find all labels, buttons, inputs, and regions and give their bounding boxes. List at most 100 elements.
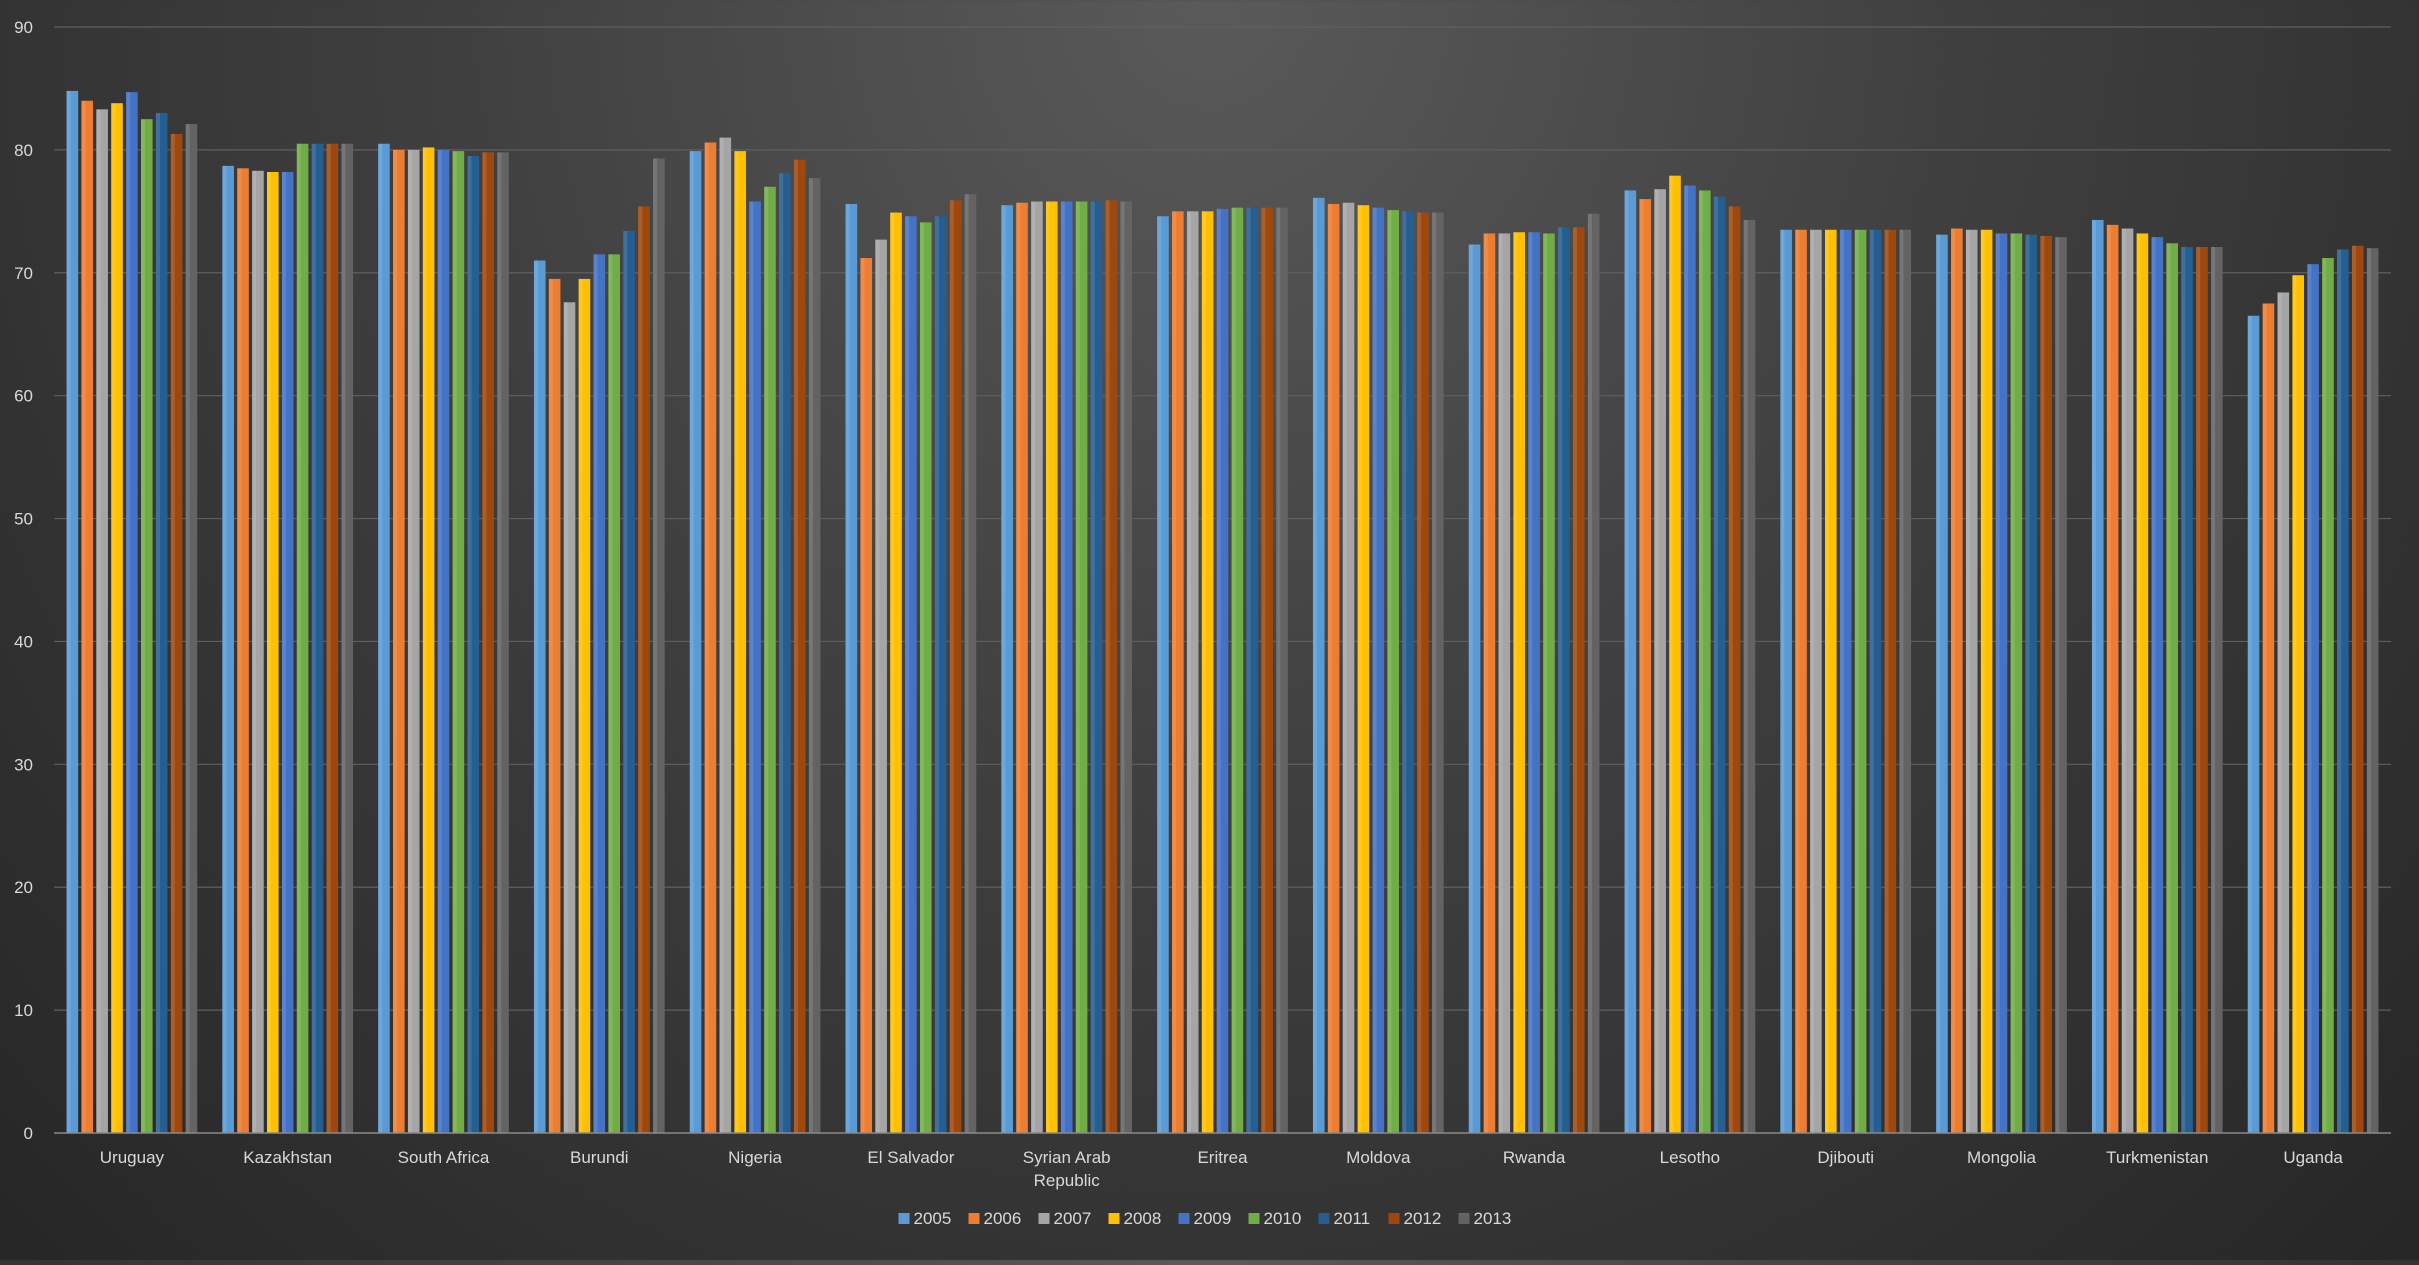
bar-2012-moldova <box>1417 212 1429 1133</box>
bar-highlight <box>111 103 116 1133</box>
bar-highlight <box>482 152 487 1133</box>
legend-swatch-2010 <box>1248 1213 1260 1224</box>
y-tick-label: 30 <box>14 755 33 774</box>
x-tick-label: Uganda <box>2283 1148 2343 1167</box>
y-tick-label: 50 <box>14 510 33 529</box>
bar-2006-rwanda <box>1483 233 1496 1133</box>
bar-highlight <box>779 173 784 1133</box>
bar-2008-moldova <box>1357 205 1370 1133</box>
bar-2009-turkmenistan <box>2151 237 2164 1133</box>
bar-highlight <box>2025 234 2030 1133</box>
bar-2012-lesotho <box>1728 206 1741 1133</box>
x-tick-label: Uruguay <box>100 1148 165 1167</box>
bar-2005-kazakhstan <box>222 165 234 1133</box>
bar-highlight <box>919 222 925 1134</box>
bar-highlight <box>378 143 383 1133</box>
bar-highlight <box>1825 229 1830 1133</box>
bar-2009-eritrea <box>1216 208 1229 1133</box>
bar-2013-kazakhstan <box>341 143 354 1133</box>
bar-highlight <box>1936 234 1941 1133</box>
bar-2006-syrian-arab-republic <box>1016 202 1028 1134</box>
bar-highlight <box>1513 232 1518 1134</box>
bar-2010-nigeria <box>764 186 776 1133</box>
bar-2010-el-salvador <box>919 222 932 1134</box>
bar-highlight <box>563 302 568 1133</box>
bar-highlight <box>2337 249 2342 1133</box>
bar-2005-eritrea <box>1157 216 1169 1133</box>
bar-highlight <box>905 216 910 1133</box>
bar-2008-eritrea <box>1201 211 1214 1134</box>
bar-highlight <box>267 172 272 1133</box>
bar-highlight <box>393 149 398 1133</box>
x-tick-label: Rwanda <box>1503 1148 1566 1167</box>
bar-2010-rwanda <box>1543 233 1555 1133</box>
bar-2009-syrian-arab-republic <box>1060 201 1073 1134</box>
bar-highlight <box>96 109 101 1133</box>
bar-highlight <box>623 230 628 1134</box>
x-tick-label: Turkmenistan <box>2106 1148 2208 1167</box>
bar-2008-uruguay <box>111 103 123 1133</box>
bar-highlight <box>311 143 316 1133</box>
bar-highlight <box>1713 196 1718 1133</box>
bar-2009-lesotho <box>1684 185 1696 1133</box>
x-tick-label: Burundi <box>570 1148 629 1167</box>
legend-label: 2008 <box>1124 1209 1162 1228</box>
bar-highlight <box>793 159 799 1134</box>
bar-highlight <box>1780 229 1785 1133</box>
bar-2008-uganda <box>2292 275 2305 1133</box>
bar-highlight <box>1654 189 1659 1134</box>
legend-label: 2007 <box>1054 1209 1092 1228</box>
bar-highlight <box>170 133 175 1133</box>
bar-highlight <box>2322 258 2327 1133</box>
bar-2013-turkmenistan <box>2211 246 2223 1133</box>
bar-highlight <box>252 170 257 1133</box>
bar-2013-syrian-arab-republic <box>1120 201 1133 1134</box>
legend-label: 2005 <box>914 1209 952 1228</box>
bar-2005-burundi <box>533 260 546 1133</box>
bar-2010-uganda <box>2322 258 2334 1133</box>
bar-2005-nigeria <box>689 151 702 1133</box>
bar-2013-south-africa <box>497 152 509 1133</box>
bar-highlight <box>2366 248 2371 1133</box>
bar-2013-moldova <box>1432 212 1444 1133</box>
y-axis-ticks: 0 10 20 30 40 50 60 70 80 90 <box>14 18 33 1143</box>
x-tick-label: Eritrea <box>1197 1148 1248 1167</box>
bar-highlight <box>1839 229 1844 1133</box>
bar-highlight <box>638 206 643 1133</box>
legend-swatch-2012 <box>1388 1213 1400 1224</box>
bar-highlight <box>1201 211 1206 1134</box>
bar-highlight <box>1016 202 1021 1134</box>
bar-2006-uruguay <box>81 100 94 1134</box>
bar-2011-burundi <box>623 230 635 1134</box>
bar-highlight <box>422 147 427 1134</box>
bar-2012-south-africa <box>482 152 494 1133</box>
bar-2010-uruguay <box>140 119 153 1133</box>
x-tick-label: South Africa <box>398 1148 490 1167</box>
bar-highlight <box>1261 207 1266 1133</box>
bar-highlight <box>2091 219 2097 1134</box>
bar-2006-el-salvador <box>860 258 873 1133</box>
bar-2011-uganda <box>2337 249 2349 1133</box>
bar-2007-rwanda <box>1498 233 1511 1133</box>
bar-highlight <box>1186 211 1191 1134</box>
bar-highlight <box>1031 201 1036 1134</box>
bar-2011-mongolia <box>2025 234 2038 1133</box>
bar-highlight <box>341 143 346 1133</box>
bar-highlight <box>2247 315 2252 1133</box>
bar-2013-el-salvador <box>964 194 977 1133</box>
bar-highlight <box>1884 229 1889 1133</box>
bar-highlight <box>1231 207 1236 1133</box>
bar-2011-kazakhstan <box>311 143 324 1133</box>
bar-2009-moldova <box>1372 207 1385 1133</box>
bar-highlight <box>2055 237 2060 1133</box>
bar-highlight <box>1075 201 1080 1134</box>
bar-highlight <box>2166 243 2171 1134</box>
legend-swatch-2011 <box>1318 1213 1330 1224</box>
bar-highlight <box>1046 201 1051 1134</box>
bar-2007-moldova <box>1342 202 1355 1134</box>
bar-2010-syrian-arab-republic <box>1075 201 1088 1134</box>
bar-highlight <box>548 278 553 1133</box>
bar-highlight <box>81 100 86 1134</box>
bar-highlight <box>593 254 598 1133</box>
